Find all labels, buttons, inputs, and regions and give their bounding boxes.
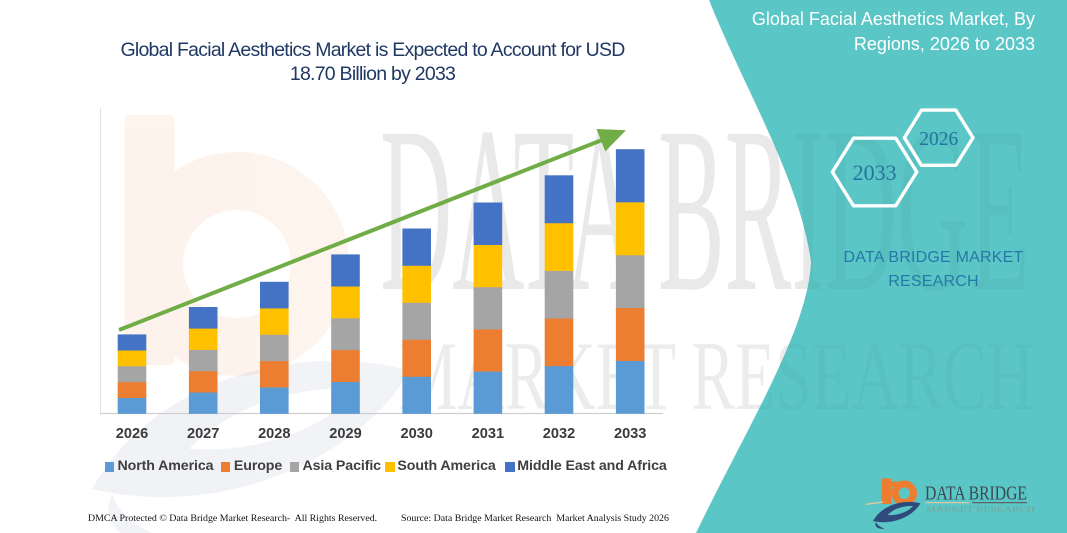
svg-text:2026: 2026 <box>919 129 958 150</box>
svg-text:2033: 2033 <box>853 160 897 185</box>
svg-text:DATA BRIDGE: DATA BRIDGE <box>925 483 1027 505</box>
svg-text:MARKET RESEARCH: MARKET RESEARCH <box>926 505 1036 514</box>
